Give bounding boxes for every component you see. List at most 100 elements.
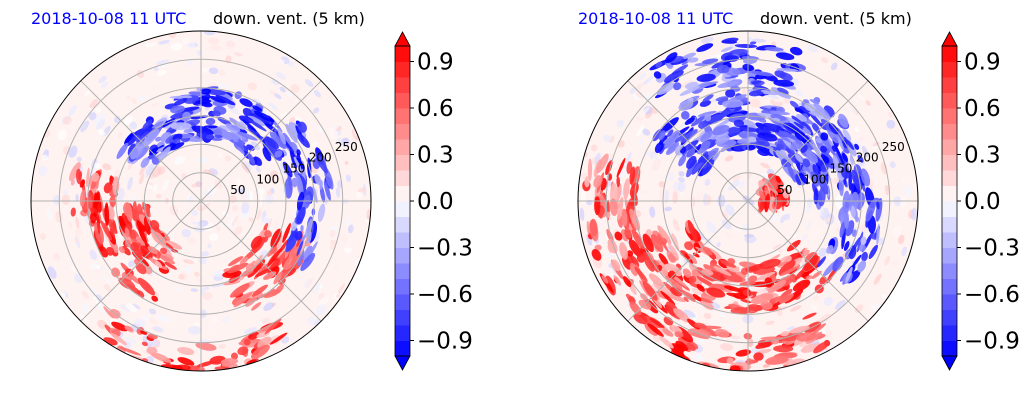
- colorbar-level: [395, 108, 410, 124]
- heatmap-cell: [616, 119, 625, 128]
- heatmap-cell: [296, 174, 304, 198]
- heatmap-cell: [593, 175, 602, 188]
- heatmap-cell: [80, 303, 90, 313]
- heatmap-cell: [785, 147, 794, 157]
- heatmap-cell: [80, 120, 90, 133]
- colorbar-level: [395, 92, 410, 109]
- heatmap-cell: [696, 73, 716, 82]
- heatmap-cell: [218, 344, 227, 349]
- heatmap-cell: [313, 89, 321, 98]
- heatmap-cell: [264, 230, 272, 238]
- heatmap-cell: [207, 243, 212, 249]
- heatmap-cell: [355, 192, 362, 199]
- colorbar-level: [395, 232, 410, 248]
- heatmap-cell: [671, 281, 683, 292]
- heatmap-cell: [128, 260, 136, 268]
- heatmap-cell: [697, 154, 709, 164]
- heatmap-cell: [200, 101, 213, 108]
- heatmap-cell: [697, 81, 719, 88]
- heatmap-cell: [868, 244, 878, 260]
- heatmap-cell: [105, 246, 115, 256]
- heatmap-cell: [667, 172, 675, 182]
- heatmap-cell: [672, 218, 680, 232]
- panel-right-title-date: 2018-10-08 11 UTC: [578, 9, 733, 28]
- heatmap-cell: [255, 165, 261, 173]
- heatmap-cell: [234, 52, 243, 57]
- heatmap-cell: [614, 231, 623, 241]
- colorbar-level: [942, 325, 957, 341]
- heatmap-cell: [183, 259, 195, 264]
- heatmap-cell: [820, 154, 829, 163]
- heatmap-cell: [303, 245, 313, 263]
- heatmap-cell: [230, 352, 239, 360]
- heatmap-cell: [257, 336, 272, 349]
- heatmap-cell: [250, 302, 262, 311]
- heatmap-cell: [789, 46, 803, 56]
- heatmap-cell: [263, 223, 269, 231]
- heatmap-cell: [803, 255, 819, 272]
- heatmap-cell: [734, 43, 758, 49]
- heatmap-cell: [699, 100, 712, 107]
- colorbar-tick-label: −0.9: [417, 329, 473, 355]
- heatmap-cell: [811, 323, 827, 335]
- heatmap-cell: [143, 315, 151, 322]
- heatmap-cell: [247, 152, 255, 165]
- heatmap-cell: [151, 295, 159, 302]
- heatmap-cell: [789, 100, 799, 108]
- heatmap-cell: [893, 225, 902, 238]
- heatmap-cell: [673, 82, 682, 91]
- heatmap-cell: [900, 196, 907, 210]
- heatmap-cell: [345, 174, 351, 182]
- heatmap-cell: [813, 340, 830, 354]
- heatmap-cell: [891, 259, 899, 266]
- heatmap-cell: [603, 134, 612, 143]
- radial-tick-label: 150: [283, 162, 306, 176]
- heatmap-cell: [88, 112, 97, 121]
- heatmap-cell: [666, 129, 674, 138]
- heatmap-cell: [796, 332, 817, 342]
- heatmap-cell: [304, 218, 313, 239]
- heatmap-cell: [714, 328, 730, 338]
- heatmap-cell: [642, 128, 651, 136]
- heatmap-cell: [757, 148, 770, 156]
- colorbar-tick-labels-right: −0.9 −0.6 −0.3 0.0 0.3 0.6 0.9: [964, 50, 1020, 355]
- heatmap-cell: [811, 122, 820, 133]
- colorbar-extend-min: [394, 355, 411, 371]
- heatmap-cell: [682, 268, 692, 278]
- heatmap-cell: [297, 121, 307, 133]
- heatmap-cell: [152, 184, 158, 192]
- heatmap-cell: [117, 132, 123, 138]
- heatmap-cell: [886, 119, 896, 129]
- panel-right-title-variable: down. vent. (5 km): [760, 9, 912, 28]
- heatmap-cell: [686, 155, 697, 169]
- heatmap-cell: [173, 97, 188, 106]
- colorbar-level: [942, 46, 957, 62]
- heatmap-cell: [110, 332, 127, 346]
- heatmap-cell: [654, 141, 664, 154]
- radial-tick-label: 200: [309, 151, 332, 165]
- colorbar-level: [942, 340, 957, 357]
- heatmap-cell: [140, 245, 153, 260]
- heatmap-cell: [191, 125, 214, 136]
- heatmap-cell: [837, 136, 845, 151]
- heatmap-cell: [795, 173, 802, 186]
- heatmap-cell: [75, 216, 80, 230]
- heatmap-cell: [137, 95, 146, 102]
- heatmap-cell: [61, 291, 67, 297]
- heatmap-cell: [197, 205, 204, 212]
- heatmap-cell: [780, 214, 786, 224]
- heatmap-cell: [749, 98, 761, 108]
- heatmap-cell: [146, 205, 151, 217]
- heatmap-cell: [47, 266, 57, 279]
- colorbar-level: [395, 201, 410, 217]
- heatmap-cell: [680, 110, 690, 120]
- heatmap-cell: [626, 151, 632, 165]
- heatmap-cell: [911, 207, 917, 221]
- heatmap-cell: [755, 137, 770, 147]
- radial-tick-label: 50: [777, 183, 792, 197]
- heatmap-cell: [237, 346, 249, 356]
- heatmap-cell: [697, 230, 706, 241]
- heatmap-cell: [256, 209, 262, 221]
- heatmap-cell: [345, 217, 351, 226]
- heatmap-cell: [642, 76, 654, 86]
